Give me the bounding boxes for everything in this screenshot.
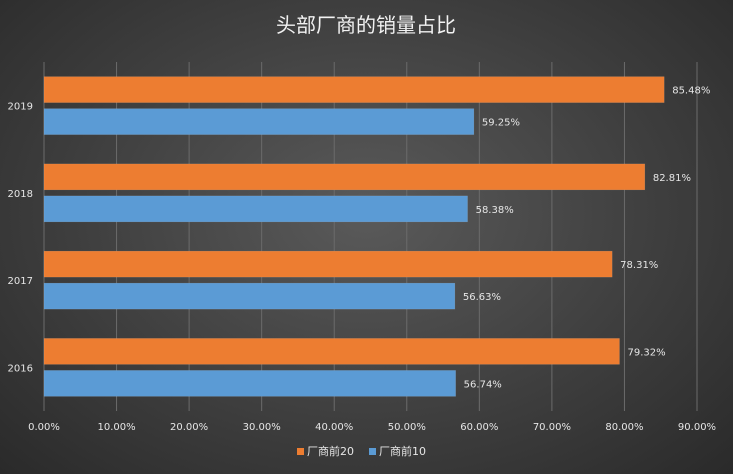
legend-swatch (369, 448, 376, 455)
legend-swatch (297, 448, 304, 455)
x-tick-label: 20.00% (170, 422, 208, 433)
x-tick-label: 40.00% (315, 422, 353, 433)
data-label: 59.25% (482, 118, 520, 129)
bar (43, 163, 646, 191)
legend-label: 厂商前20 (307, 444, 354, 458)
data-label: 78.31% (620, 260, 658, 271)
y-tick-label: 2019 (8, 102, 33, 113)
data-label: 79.32% (628, 347, 666, 358)
bar (43, 338, 620, 365)
x-tick-label: 80.00% (605, 422, 643, 433)
data-label: 85.48% (672, 86, 710, 97)
bar (43, 282, 456, 310)
x-tick-label: 70.00% (533, 422, 571, 433)
x-tick-label: 90.00% (678, 422, 716, 433)
x-tick-label: 0.00% (28, 422, 60, 433)
data-label: 58.38% (476, 205, 514, 216)
data-label: 56.74% (464, 379, 502, 390)
y-tick-label: 2017 (8, 276, 33, 287)
x-tick-label: 30.00% (243, 422, 281, 433)
y-tick-label: 2018 (8, 189, 33, 200)
x-axis-labels: 0.00% 10.00% 20.00% 30.00% 40.00% 50.00% 60.00… (28, 422, 716, 433)
legend: 厂商前20 厂商前10 (297, 444, 426, 458)
bar (43, 76, 665, 103)
bars: 85.48% 59.25% 82.81% 58.38% 78.31% 56.63% 79.3… (43, 76, 710, 397)
y-tick-label: 2016 (8, 363, 33, 374)
chart-title: 头部厂商的销量占比 (276, 13, 456, 37)
x-tick-label: 60.00% (460, 422, 498, 433)
legend-label: 厂商前10 (379, 444, 426, 458)
y-axis-labels: 2019 2018 2017 2016 (8, 102, 33, 375)
bar (43, 108, 475, 135)
x-tick-label: 50.00% (388, 422, 426, 433)
bar (43, 370, 456, 397)
x-tick-label: 10.00% (97, 422, 135, 433)
data-label: 56.63% (463, 292, 501, 303)
data-label: 82.81% (653, 173, 691, 184)
bar (43, 250, 613, 278)
bar (43, 195, 468, 223)
